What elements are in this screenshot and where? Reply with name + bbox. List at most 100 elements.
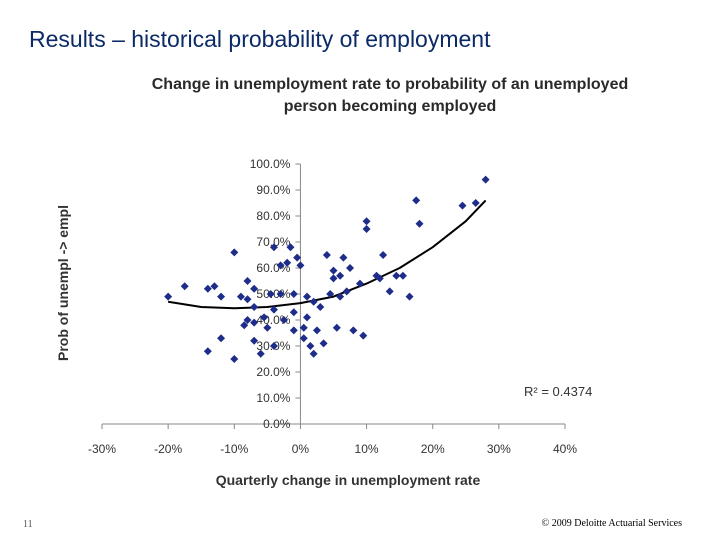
data-point [283, 258, 292, 267]
y-tick-label: 70.0% [256, 235, 290, 249]
data-point [322, 251, 331, 259]
data-point [203, 347, 212, 356]
data-point [415, 219, 424, 228]
data-point [243, 316, 252, 324]
data-point [362, 217, 371, 226]
data-point [392, 271, 401, 280]
data-point [299, 323, 308, 332]
x-axis-title: Quarterly change in unemployment rate [216, 472, 481, 488]
data-point [279, 316, 288, 324]
r-squared-annotation: R² = 0.4374 [524, 384, 592, 399]
data-point [375, 274, 384, 283]
y-tick-label: 20.0% [256, 365, 290, 379]
data-point [346, 264, 355, 272]
data-point [312, 326, 321, 335]
data-point [269, 342, 278, 350]
data-point [385, 287, 394, 296]
data-point [250, 303, 259, 311]
y-tick-label: 80.0% [256, 209, 290, 223]
data-point [266, 290, 275, 298]
data-point [336, 292, 345, 301]
data-point [471, 199, 480, 207]
data-point [362, 225, 371, 233]
data-point [398, 271, 407, 280]
data-point [339, 253, 348, 262]
data-point [379, 251, 388, 259]
data-point [217, 334, 226, 343]
data-point [260, 313, 269, 322]
data-point [293, 253, 302, 262]
data-point [316, 303, 325, 311]
data-point [332, 323, 341, 332]
y-tick-label: 10.0% [256, 391, 290, 405]
data-point [309, 349, 318, 358]
data-point [412, 196, 421, 205]
data-point [276, 290, 285, 298]
data-point [256, 349, 265, 358]
data-point [349, 326, 358, 335]
data-point [236, 292, 245, 301]
data-point [405, 292, 414, 301]
data-point [289, 326, 298, 335]
x-tick-label: 30% [487, 442, 511, 456]
data-point [326, 290, 335, 298]
data-point [250, 284, 259, 293]
data-point [164, 292, 173, 301]
x-tick-label: -10% [220, 442, 248, 456]
data-point [303, 313, 312, 322]
data-point [250, 336, 259, 345]
y-tick-label: 0.0% [263, 417, 291, 431]
slide-title: Results – historical probability of empl… [29, 26, 491, 52]
data-points [164, 175, 490, 363]
data-point [296, 261, 305, 270]
x-tick-label: 0% [292, 442, 310, 456]
chart-title-line-1: Change in unemployment rate to probabili… [151, 76, 629, 93]
data-point [299, 334, 308, 343]
scatter-chart: 0.0%10.0%20.0%30.0%40.0%50.0%60.0%70.0%8… [55, 157, 592, 488]
data-point [303, 292, 312, 301]
data-point [263, 323, 272, 332]
data-point [203, 284, 212, 293]
data-point [481, 175, 490, 184]
data-point [289, 308, 298, 317]
chart-axes: 0.0%10.0%20.0%30.0%40.0%50.0%60.0%70.0%8… [88, 157, 577, 456]
slide-number: 11 [23, 519, 33, 530]
trendline [167, 199, 487, 310]
data-point [210, 282, 219, 291]
data-point [250, 318, 259, 327]
data-point [306, 342, 315, 350]
data-point [240, 321, 249, 330]
x-tick-label: 40% [553, 442, 577, 456]
y-axis-title: Prob of unempl -> empl [55, 205, 71, 361]
data-point [342, 287, 351, 296]
y-tick-label: 100.0% [250, 157, 291, 171]
y-tick-label: 90.0% [256, 183, 290, 197]
x-tick-label: 20% [421, 442, 445, 456]
chart-title: Change in unemployment rate to probabili… [130, 74, 650, 118]
x-tick-label: -30% [88, 442, 116, 456]
data-point [286, 243, 295, 252]
data-point [309, 297, 318, 306]
chart-title-line-2: person becoming employed [283, 98, 497, 115]
data-point [243, 277, 252, 285]
data-point [329, 274, 338, 283]
trendline-group [167, 199, 487, 310]
data-point [230, 248, 239, 257]
data-point [336, 271, 345, 280]
data-point [289, 290, 298, 298]
data-point [180, 282, 189, 291]
x-tick-label: 10% [355, 442, 379, 456]
data-point [243, 295, 252, 304]
data-point [217, 292, 226, 301]
data-point [269, 305, 278, 314]
data-point [458, 201, 467, 210]
data-point [329, 266, 338, 275]
data-point [276, 261, 285, 270]
data-point [319, 339, 328, 348]
data-point [269, 243, 278, 252]
x-tick-label: -20% [154, 442, 182, 456]
data-point [355, 279, 364, 288]
data-point [230, 355, 239, 363]
data-point [359, 331, 368, 340]
copyright-notice: © 2009 Deloitte Actuarial Services [541, 518, 682, 529]
